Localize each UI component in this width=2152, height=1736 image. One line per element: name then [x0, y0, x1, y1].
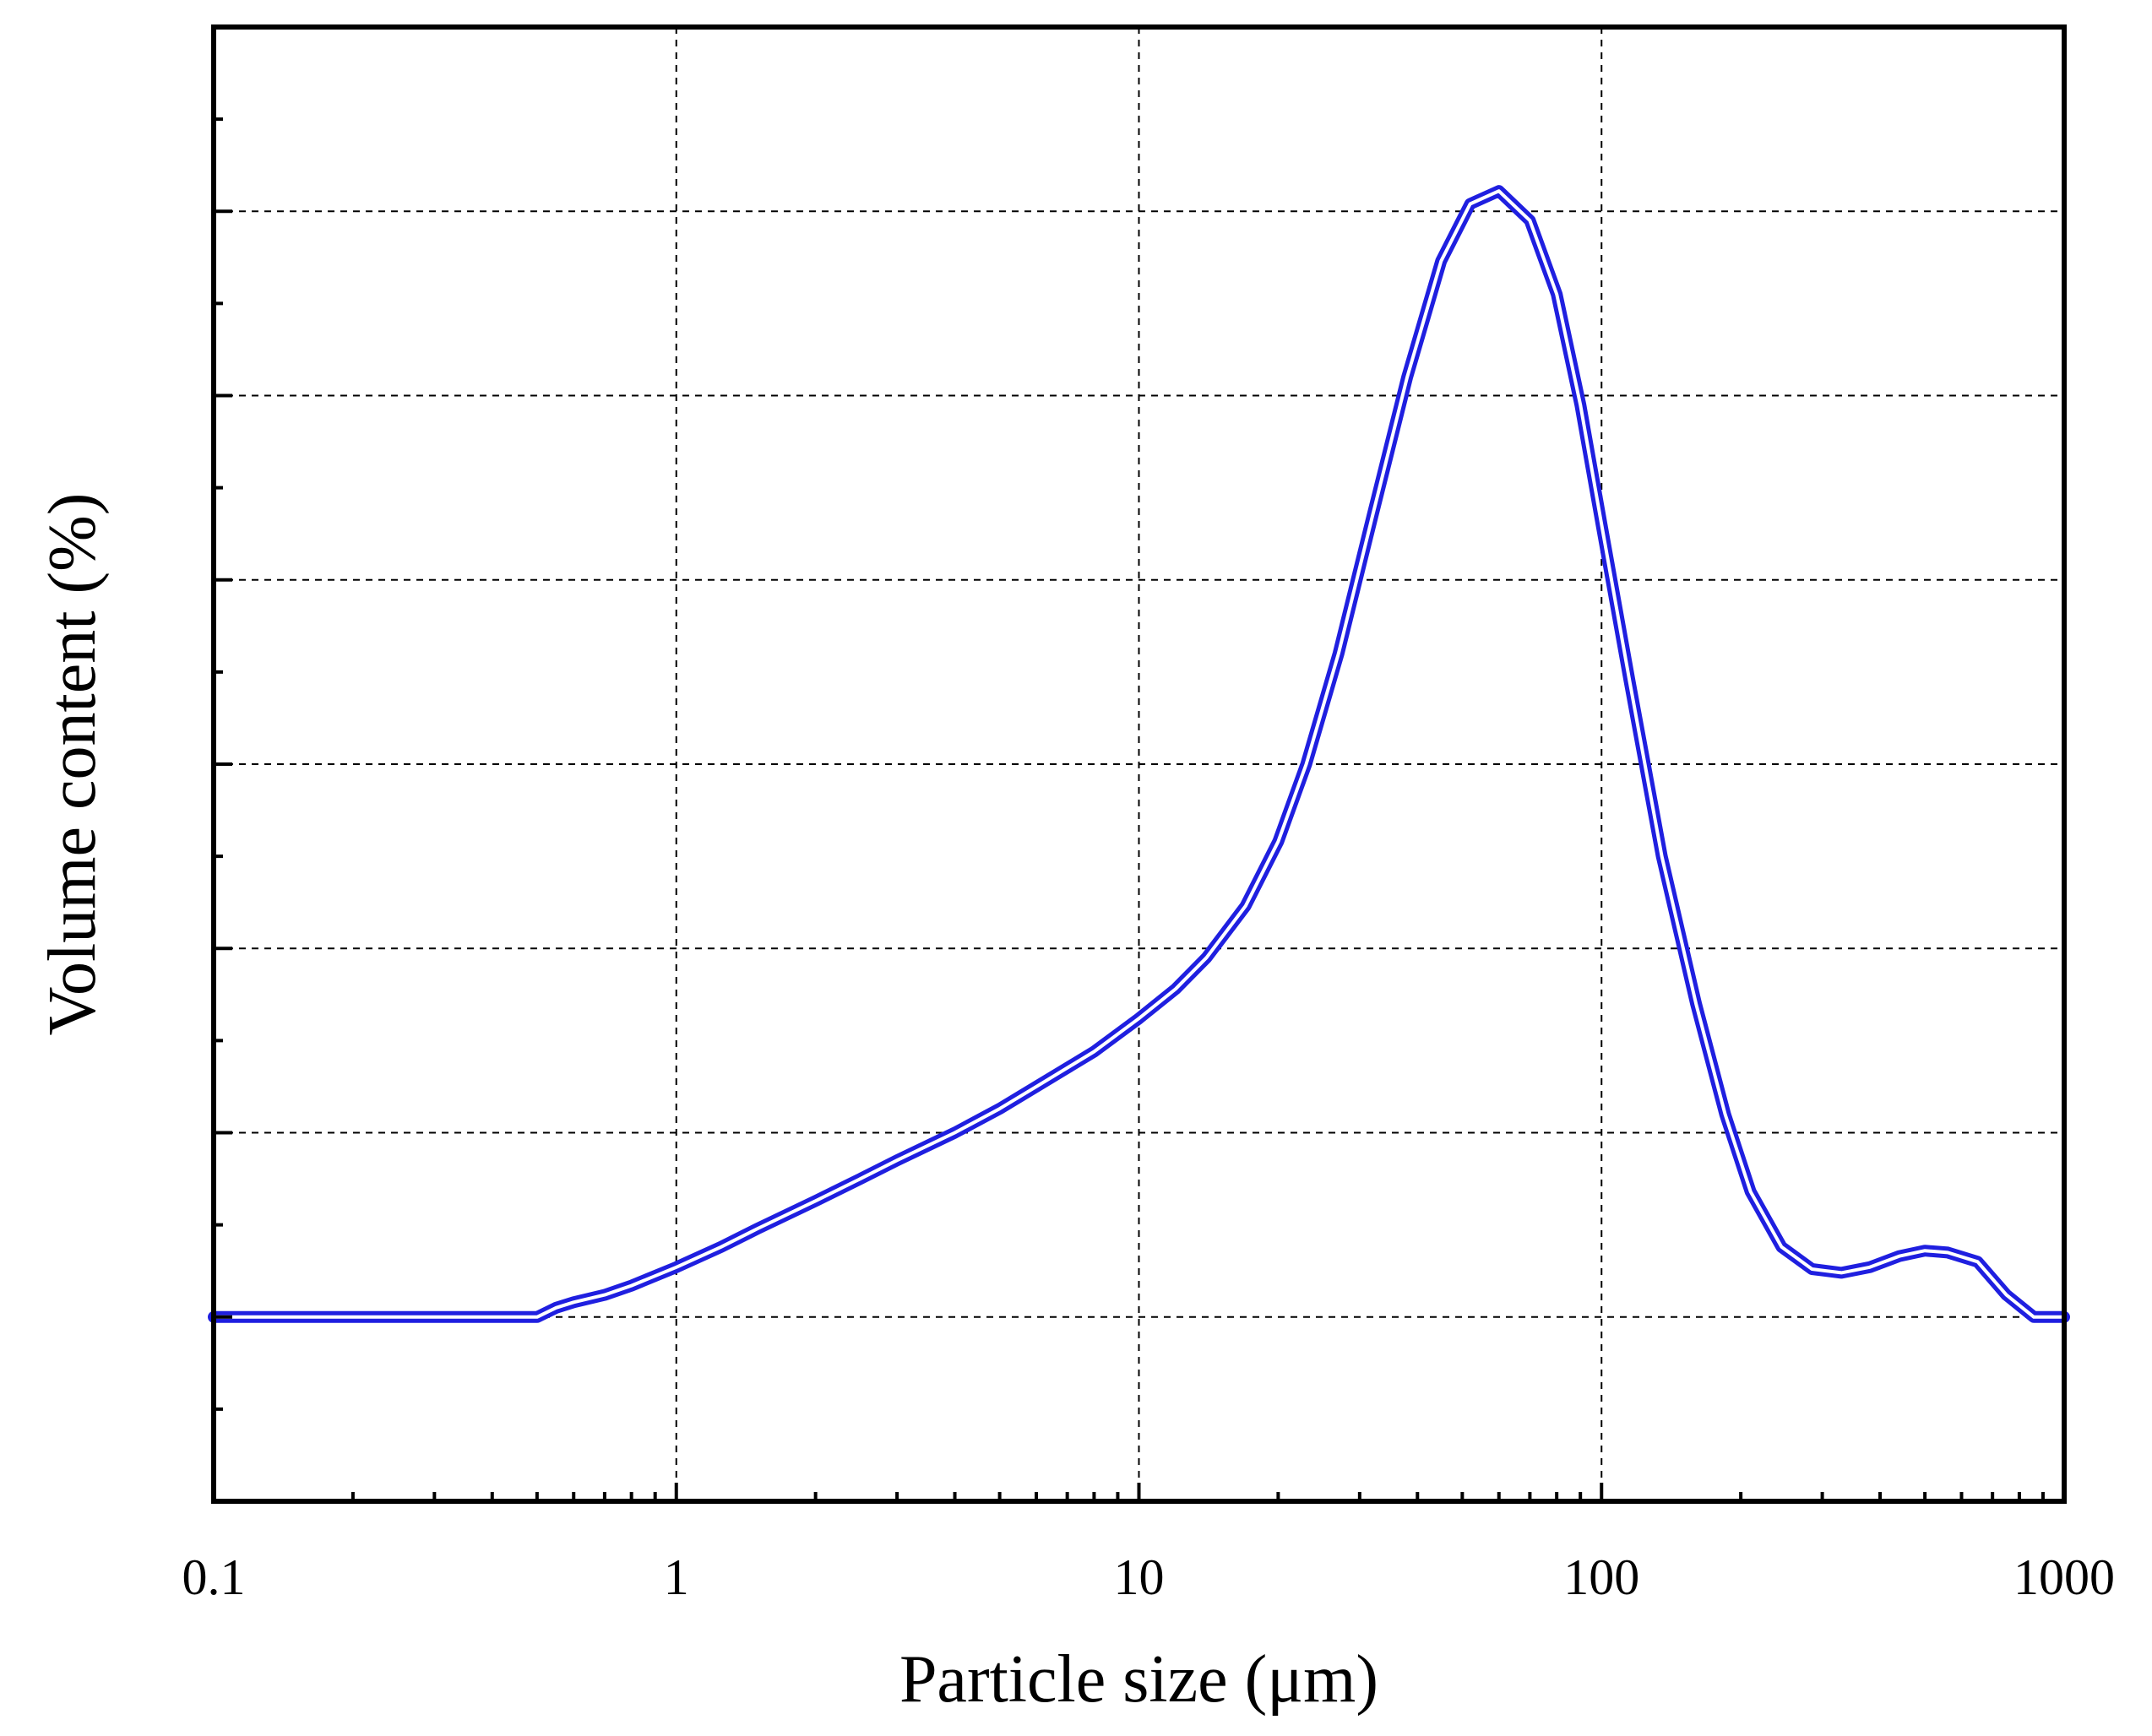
x-tick-label: 1000 — [2013, 1549, 2115, 1605]
ticks — [212, 117, 2066, 1501]
x-tick-label: 1 — [664, 1549, 689, 1605]
x-tick-label: 100 — [1563, 1549, 1639, 1605]
tick-labels: 0.1 1 10 100 1000 — [182, 1549, 2116, 1605]
x-axis-title: Particle size (μm) — [899, 1642, 1378, 1717]
x-tick-label: 0.1 — [182, 1549, 246, 1605]
series-layer — [208, 185, 2070, 1323]
series-line-inner — [212, 189, 2066, 1319]
y-axis-title: Volume content (%) — [35, 493, 110, 1036]
x-tick-label: 10 — [1114, 1549, 1165, 1605]
